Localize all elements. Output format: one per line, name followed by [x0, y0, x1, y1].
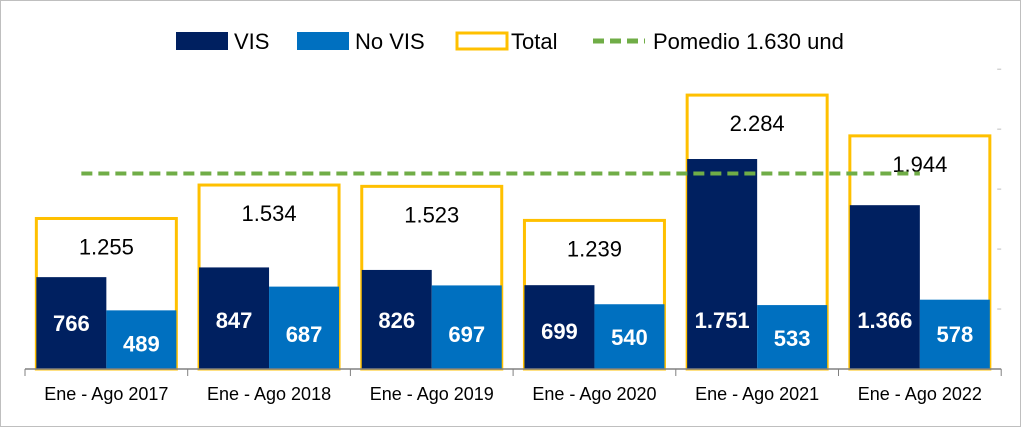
- novis-value-label: 489: [123, 331, 160, 356]
- category-label: Ene - Ago 2017: [44, 384, 168, 404]
- vis-bar: [687, 159, 758, 369]
- novis-value-label: 578: [936, 322, 973, 347]
- legend-label-total: Total: [511, 29, 557, 54]
- category-label: Ene - Ago 2020: [532, 384, 656, 404]
- vis-value-label: 1.366: [857, 308, 912, 333]
- total-value-label: 1.534: [242, 201, 297, 226]
- legend: VIS No VIS Total Pomedio 1.630 und: [176, 29, 844, 54]
- legend-label-average: Pomedio 1.630 und: [653, 29, 844, 54]
- novis-bar: [757, 305, 828, 369]
- vis-value-label: 826: [378, 308, 415, 333]
- category-label: Ene - Ago 2022: [858, 384, 982, 404]
- novis-bar: [919, 299, 990, 369]
- vis-bar: [199, 267, 270, 369]
- legend-label-vis: VIS: [234, 29, 269, 54]
- plot-area: 1.255 766 489 Ene - Ago 2017 1.534 847 687 Ene …: [24, 68, 1002, 404]
- legend-swatch-total: [455, 31, 509, 51]
- vis-bar: [36, 277, 107, 369]
- legend-swatch-novis: [297, 32, 349, 50]
- vis-value-label: 847: [216, 308, 253, 333]
- legend-swatch-vis: [176, 32, 228, 50]
- novis-value-label: 533: [774, 326, 811, 351]
- total-value-label: 1.523: [404, 202, 459, 227]
- total-value-label: 2.284: [730, 111, 785, 136]
- novis-value-label: 687: [286, 322, 323, 347]
- vis-value-label: 1.751: [695, 308, 750, 333]
- category-label: Ene - Ago 2018: [207, 384, 331, 404]
- novis-value-label: 697: [448, 322, 485, 347]
- vis-value-label: 766: [53, 311, 90, 336]
- category-label: Ene - Ago 2021: [695, 384, 819, 404]
- novis-bar: [594, 304, 665, 369]
- legend-label-novis: No VIS: [355, 29, 425, 54]
- novis-bar: [106, 310, 177, 369]
- novis-bar: [431, 285, 502, 369]
- vis-bar: [361, 269, 432, 369]
- total-value-label: 1.239: [567, 236, 622, 261]
- vis-bar: [849, 205, 920, 369]
- vis-value-label: 699: [541, 319, 578, 344]
- novis-value-label: 540: [611, 325, 648, 350]
- total-value-label: 1.255: [79, 234, 134, 259]
- vis-bar: [524, 285, 595, 369]
- novis-bar: [269, 286, 340, 369]
- category-label: Ene - Ago 2019: [370, 384, 494, 404]
